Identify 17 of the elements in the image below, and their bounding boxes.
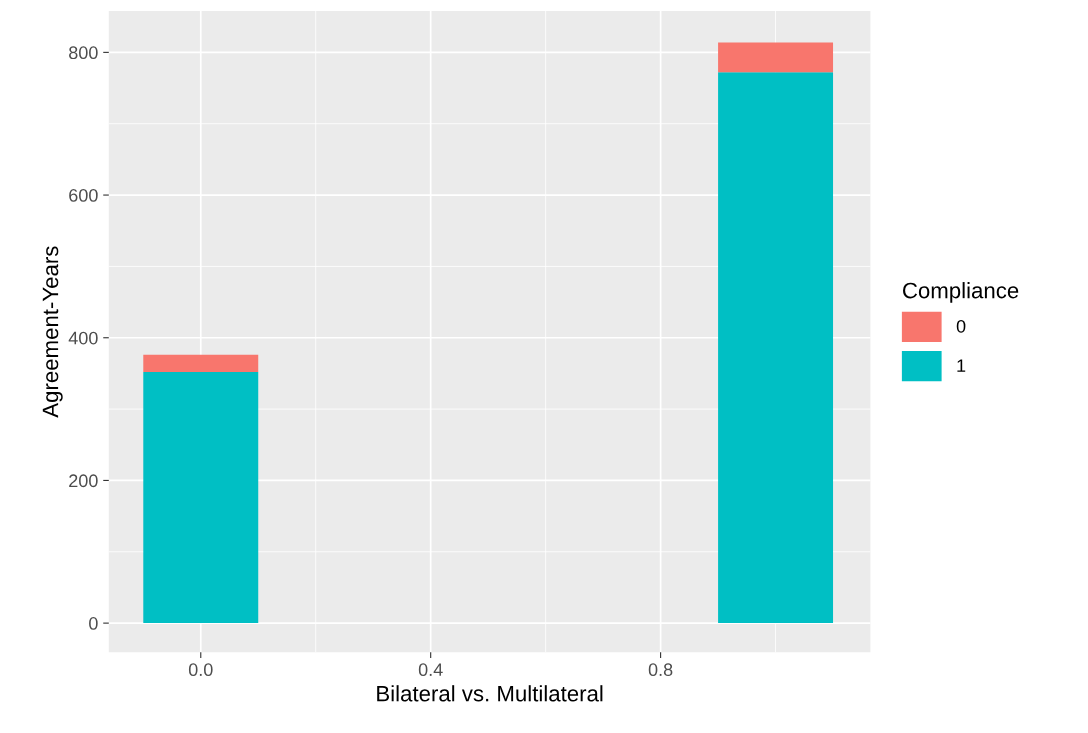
x-tick-label: 0.0 [188,663,213,677]
y-tick-label: 600 [69,188,98,202]
bar [718,72,834,624]
x-tick-label: 0.4 [418,663,443,677]
y-tick-label: 800 [69,46,98,60]
y-tick-label: 0 [89,617,98,630]
bar [718,42,834,73]
y-tick-label: 400 [68,331,98,345]
legend-label: 0 [956,319,966,333]
bar [143,354,259,372]
x-axis-title: Bilateral vs. Multilateral [377,685,603,702]
legend-title: Compliance [903,282,1019,303]
bar [143,371,259,624]
x-tick-label: 0.8 [648,663,673,677]
y-axis-title: Agreement-Years [42,246,63,418]
legend-label: 1 [957,359,966,372]
y-tick-label: 200 [69,474,98,488]
